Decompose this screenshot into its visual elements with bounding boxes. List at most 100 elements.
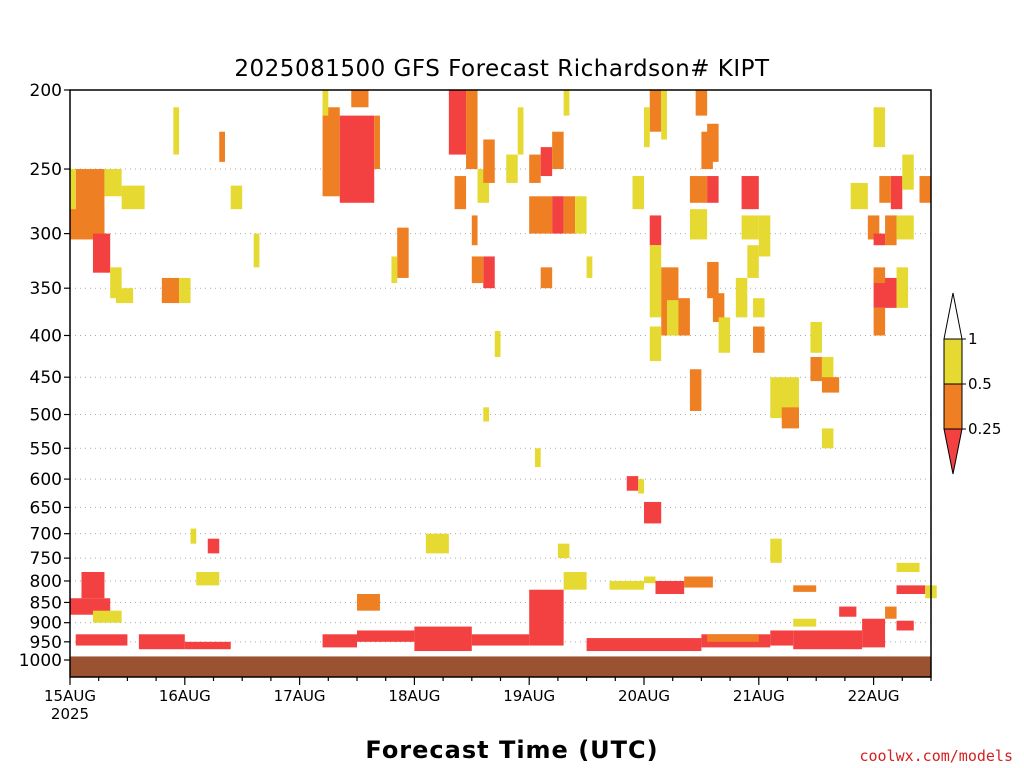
y-tick-label: 550 (30, 439, 62, 459)
heatmap-cell (322, 107, 340, 197)
y-tick-label: 450 (30, 368, 62, 388)
heatmap-cell (821, 428, 834, 449)
heatmap-cell (689, 369, 702, 411)
heatmap-cell (666, 300, 679, 336)
heatmap-cell (494, 331, 501, 357)
heatmap-cell (741, 215, 759, 240)
heatmap-cell (586, 638, 702, 652)
heatmap-cell (471, 215, 478, 246)
heatmap-cell (190, 528, 197, 544)
heatmap-cell (104, 169, 122, 197)
heatmap-cell (896, 585, 926, 595)
heatmap-cell (695, 90, 708, 116)
y-tick-label: 850 (30, 593, 62, 613)
heatmap-cell (609, 580, 644, 590)
heatmap-cell (873, 307, 886, 336)
heatmap-cell (873, 277, 897, 308)
heatmap-cell (770, 538, 782, 563)
heatmap-cell (414, 626, 472, 652)
y-tick-label: 750 (30, 549, 62, 569)
heatmap-cell (873, 107, 886, 148)
colorbar-label: 1 (968, 330, 978, 348)
y-tick-label: 200 (30, 81, 62, 101)
heatmap-cell (793, 630, 863, 650)
heatmap-cell (322, 90, 329, 116)
heatmap-cell (92, 233, 111, 273)
heatmap-cell (121, 185, 145, 210)
heatmap-cell (179, 277, 191, 304)
heatmap-cell (741, 176, 759, 210)
x-tick-label: 19AUG (503, 687, 555, 705)
heatmap-cell (563, 196, 576, 234)
heatmap-cell (70, 169, 76, 222)
x-tick-label: 21AUG (733, 687, 785, 705)
heatmap-cell (138, 634, 185, 650)
heatmap-cell (689, 176, 708, 203)
y-tick-label: 300 (30, 225, 62, 245)
heatmap-cell (552, 131, 564, 170)
heatmap-cell (557, 543, 570, 559)
heatmap-cell (839, 606, 857, 617)
heatmap-cell (357, 630, 415, 642)
heatmap-cell (586, 256, 593, 278)
heatmap-cell (649, 326, 662, 362)
heatmap-cell (821, 356, 834, 382)
heatmap-cell (707, 261, 719, 299)
heatmap-cell (919, 176, 931, 203)
heatmap-cell (534, 448, 541, 468)
credit-link[interactable]: coolwx.com/models (859, 747, 1013, 765)
heatmap-cell (896, 215, 914, 240)
heatmap-cell (793, 618, 817, 627)
y-tick-label: 950 (30, 633, 62, 653)
heatmap-cell (196, 572, 220, 586)
heatmap-cell (638, 479, 644, 494)
chart-title: 2025081500 GFS Forecast Richardson# KIPT (234, 56, 770, 82)
heatmap-cell (644, 576, 656, 584)
heatmap-cell (707, 176, 719, 203)
heatmap-cell (879, 176, 891, 203)
heatmap-cell (575, 196, 587, 234)
heatmap-cell (563, 572, 587, 590)
y-tick-label: 350 (30, 279, 62, 299)
heatmap-cell (684, 576, 713, 588)
x-tick-label: 18AUG (388, 687, 440, 705)
heatmap-cell (506, 154, 518, 183)
y-axis: 200 250 300 350 400 450 500 550 600 650 700 750 8008… (19, 81, 70, 671)
heatmap-cell (471, 634, 530, 646)
colorbar-label: 0.5 (968, 375, 992, 393)
heatmap-cell (632, 176, 644, 210)
heatmap-cell (483, 407, 490, 422)
heatmap-cell (810, 356, 822, 382)
heatmap-cell (391, 256, 398, 284)
heatmap-cell (781, 407, 799, 429)
colorbar-legend: 1 0.5 0.25 (943, 292, 1001, 475)
heatmap-cell (718, 317, 731, 353)
heatmap-cell (322, 634, 357, 648)
heatmap-cell (735, 277, 748, 318)
y-tick-label: 800 (30, 572, 62, 592)
heatmap-cell (701, 131, 713, 170)
heatmap-cell (184, 641, 231, 650)
colorbar-segment (943, 338, 963, 385)
colorbar-top-triangle (943, 292, 963, 340)
x-axis-label: Forecast Time (UTC) (365, 736, 658, 764)
colorbar-label: 0.25 (968, 420, 1001, 438)
heatmap-cell (454, 176, 467, 210)
y-tick-label: 250 (30, 160, 62, 180)
heatmap-cell (110, 267, 122, 299)
heatmap-cell (902, 154, 914, 190)
heatmap-cell (374, 115, 380, 170)
heatmap-cell (115, 288, 134, 304)
heatmap-cell (896, 267, 909, 308)
heatmap-cell (517, 107, 524, 155)
y-tick-label: 900 (30, 614, 62, 634)
heatmap-cell (655, 580, 685, 595)
heatmap-cell (357, 594, 380, 611)
heatmap-cell (483, 256, 495, 289)
heatmap-cell (626, 476, 639, 491)
heatmap-cell (896, 620, 914, 631)
heatmap-cell (644, 107, 650, 148)
heatmap-cell (644, 501, 662, 524)
x-tick-label: 17AUG (274, 687, 326, 705)
